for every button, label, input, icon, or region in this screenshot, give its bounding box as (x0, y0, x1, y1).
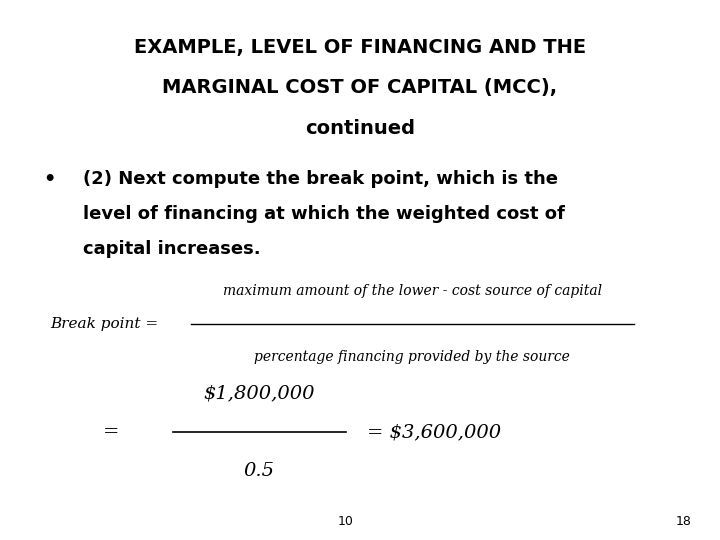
Text: = $3,600,000: = $3,600,000 (367, 423, 501, 441)
Text: (2) Next compute the break point, which is the: (2) Next compute the break point, which … (83, 170, 558, 188)
Text: capital increases.: capital increases. (83, 240, 261, 258)
Text: maximum amount of the lower - cost source of capital: maximum amount of the lower - cost sourc… (222, 284, 602, 298)
Text: 10: 10 (338, 515, 354, 528)
Text: continued: continued (305, 119, 415, 138)
Text: MARGINAL COST OF CAPITAL (MCC),: MARGINAL COST OF CAPITAL (MCC), (163, 78, 557, 97)
Text: 18: 18 (675, 515, 691, 528)
Text: 0.5: 0.5 (243, 462, 275, 480)
Text: percentage financing provided by the source: percentage financing provided by the sou… (254, 350, 570, 364)
Text: =: = (104, 423, 120, 441)
Text: level of financing at which the weighted cost of: level of financing at which the weighted… (83, 205, 564, 223)
Text: Break point =: Break point = (50, 317, 158, 331)
Text: EXAMPLE, LEVEL OF FINANCING AND THE: EXAMPLE, LEVEL OF FINANCING AND THE (134, 38, 586, 57)
Text: $1,800,000: $1,800,000 (204, 384, 315, 402)
Text: •: • (43, 170, 55, 189)
